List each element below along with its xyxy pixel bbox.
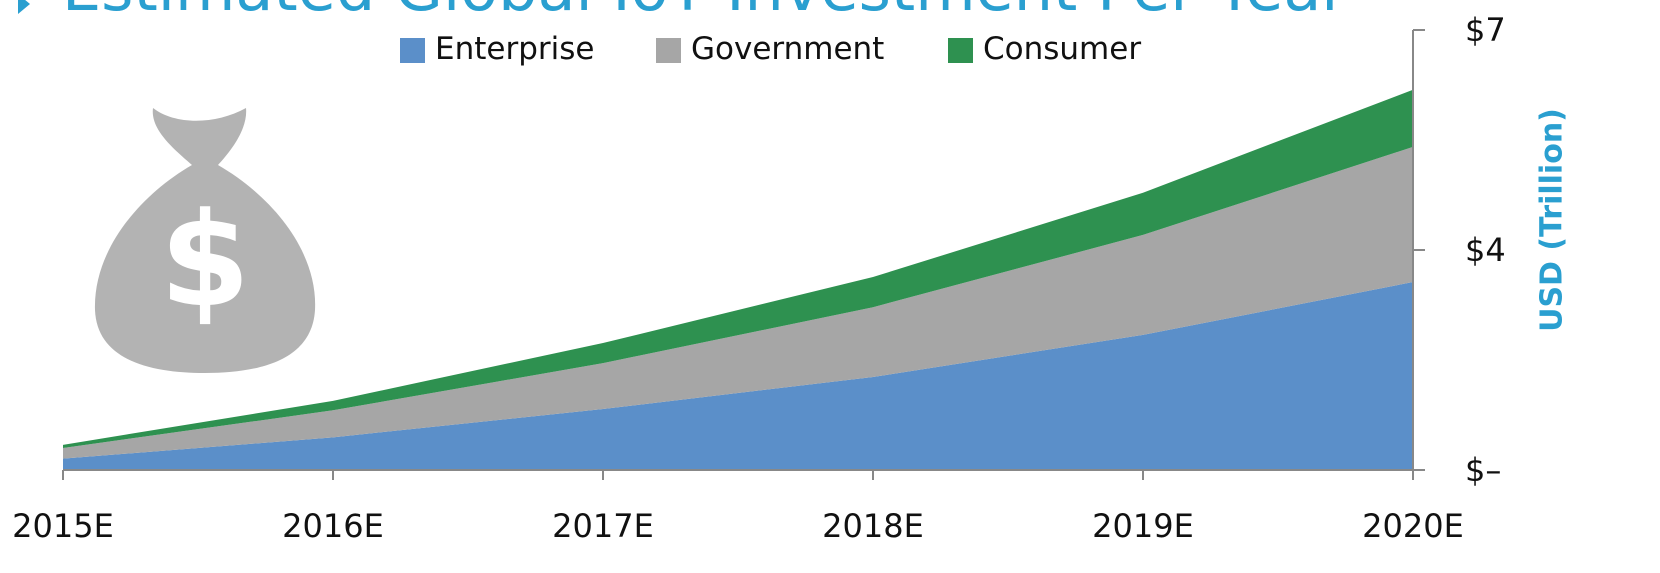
chart-title: Estimated Global IoT Investment Per Year: [62, 0, 1347, 25]
x-tick-label: 2019E: [1092, 507, 1194, 545]
y-tick-label: $4: [1465, 231, 1506, 269]
legend-label: Enterprise: [435, 31, 594, 67]
legend-label: Consumer: [983, 31, 1141, 67]
title-bullet: [18, 0, 30, 14]
legend-swatch: [656, 38, 681, 63]
x-tick-label: 2020E: [1362, 507, 1464, 545]
y-tick-label: $7: [1465, 11, 1506, 49]
legend-label: Government: [691, 31, 884, 67]
x-tick-label: 2017E: [552, 507, 654, 545]
x-tick-label: 2016E: [282, 507, 384, 545]
svg-text:$: $: [160, 184, 250, 336]
legend-swatch: [948, 38, 973, 63]
x-tick-label: 2015E: [12, 507, 114, 545]
area: [63, 282, 1413, 470]
y-tick-label: $–: [1465, 451, 1501, 489]
y-axis-label: USD (Trillion): [1535, 108, 1570, 332]
money-bag-icon: $: [94, 108, 316, 373]
legend-swatch: [400, 38, 425, 63]
x-tick-label: 2018E: [822, 507, 924, 545]
area: [63, 146, 1413, 459]
